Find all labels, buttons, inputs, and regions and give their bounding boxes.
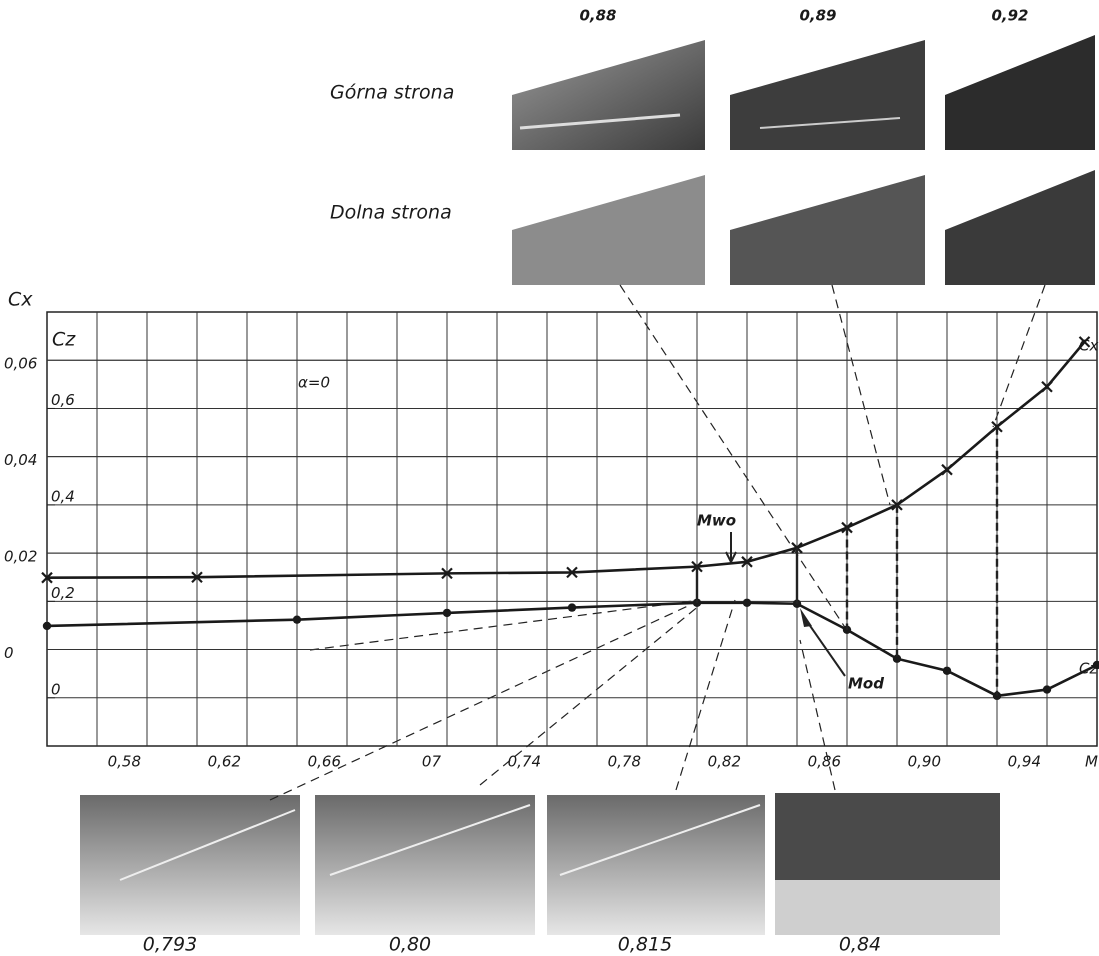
annotation: Mod <box>848 675 884 693</box>
x-tick-label: 0,78 <box>608 753 641 771</box>
y2-tick-label: 0,6 <box>51 391 75 409</box>
connectors <box>270 285 1045 800</box>
y-tick-label: 0,06 <box>4 355 37 373</box>
photos-top <box>512 35 1095 285</box>
y2-axis-label: Cz <box>52 329 76 351</box>
point <box>1043 685 1051 693</box>
x-tick-label: 0,58 <box>108 753 141 771</box>
point <box>443 609 451 617</box>
photo <box>730 40 925 150</box>
photo-label: 0,92 <box>991 7 1028 25</box>
photo <box>315 795 535 935</box>
series-label: Cx <box>1079 336 1098 354</box>
chart: Górna strona Dolna strona 0,58 0,62 0,66 07… <box>0 0 1099 956</box>
x-tick-label: 0,62 <box>208 753 241 771</box>
x-tick-label: 0,66 <box>308 753 341 771</box>
point <box>568 603 576 611</box>
x-tick-label: 0,82 <box>708 753 741 771</box>
y-tick-label: 0,04 <box>4 451 37 469</box>
annotation: α=0 <box>298 374 330 392</box>
x-tick-label: 0,74 <box>508 753 541 771</box>
photo-label: 0,80 <box>389 934 431 956</box>
photos-bottom <box>80 793 1000 935</box>
series-line <box>47 342 1085 578</box>
photo <box>945 35 1095 150</box>
annotation: Mwo <box>697 512 736 530</box>
connector <box>310 600 700 650</box>
point <box>43 622 51 630</box>
x-tick-label: 0,94 <box>1008 753 1041 771</box>
x-axis-label: M <box>1085 753 1098 771</box>
photo <box>775 880 1000 935</box>
lower-side-label: Dolna strona <box>330 202 452 224</box>
photo <box>512 40 705 150</box>
y-tick-label: 0,02 <box>4 548 37 566</box>
connector <box>270 605 690 800</box>
photo <box>547 795 765 935</box>
point <box>743 599 751 607</box>
photo-label: 0,793 <box>143 934 197 956</box>
photo <box>730 175 925 285</box>
x-tick-label: 07 <box>422 753 442 771</box>
x-tick-label: 0,86 <box>808 753 841 771</box>
photo <box>80 795 300 935</box>
y-tick-label: 0 <box>4 644 14 662</box>
plot: 0,58 0,62 0,66 07 0,74 0,78 0,82 0,86 0,90 0,94 M 0… <box>4 289 1099 771</box>
photo <box>512 175 705 285</box>
series-label: Cz <box>1079 659 1098 677</box>
annotation-arrow <box>726 532 736 562</box>
y-axis-label: Cx <box>8 289 33 311</box>
plot-frame <box>47 312 1097 746</box>
point <box>943 667 951 675</box>
y2-tick-label: 0,2 <box>51 584 75 602</box>
annotation-arrow <box>806 620 845 676</box>
photo <box>945 170 1095 285</box>
photo-label: 0,88 <box>579 7 616 25</box>
x-tick-label: 0,90 <box>908 753 941 771</box>
connector <box>993 285 1045 427</box>
upper-side-label: Górna strona <box>330 82 454 104</box>
photo-label: 0,89 <box>799 7 836 25</box>
y2-tick-label: 0,4 <box>51 487 75 505</box>
point <box>293 615 301 623</box>
connector <box>832 285 890 505</box>
photo-label: 0,84 <box>839 934 881 956</box>
photo-label: 0,815 <box>618 934 672 956</box>
y2-tick-label: 0 <box>51 680 61 698</box>
connector <box>620 285 848 632</box>
